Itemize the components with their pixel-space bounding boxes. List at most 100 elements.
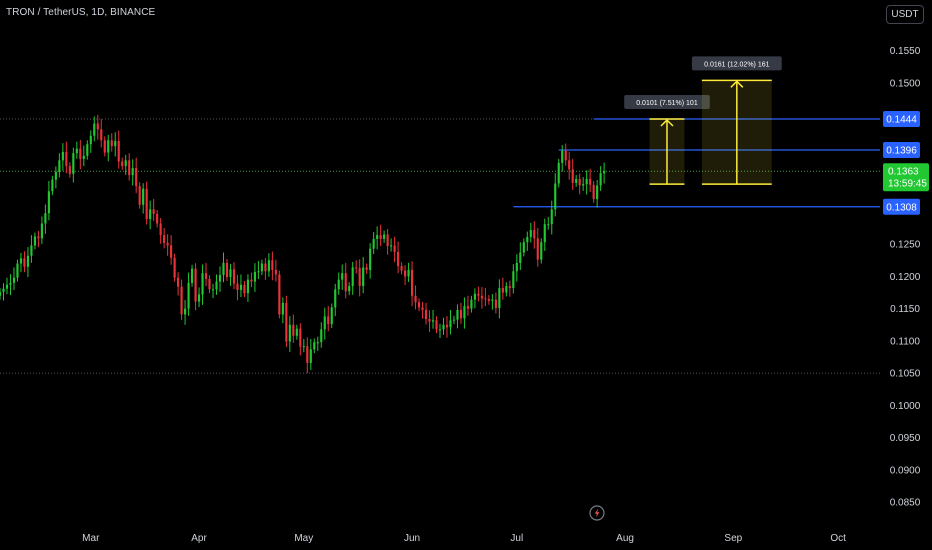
candle <box>365 263 368 274</box>
candle <box>337 272 340 295</box>
level-tag-label: 0.1444 <box>886 115 917 126</box>
candle-body <box>135 168 138 187</box>
candle-body <box>100 129 103 141</box>
candle <box>400 262 403 275</box>
candle-body <box>603 171 606 174</box>
candle-body <box>26 255 30 267</box>
candle-body <box>44 213 47 224</box>
candle <box>114 132 117 157</box>
candle <box>215 274 218 295</box>
price-tick-label: 0.0850 <box>890 498 921 509</box>
price-tick-label: 0.1200 <box>890 272 921 283</box>
candle-body <box>82 155 85 160</box>
candle <box>473 288 477 309</box>
candle-body <box>236 283 239 290</box>
current-price-tag <box>883 163 929 192</box>
candle-body <box>397 251 400 267</box>
candle <box>505 282 508 297</box>
price-range-measure-0[interactable]: 0.0101 (7.51%) 101 <box>624 95 710 185</box>
candle <box>236 274 239 301</box>
candle <box>383 230 386 243</box>
candle-body <box>341 273 344 280</box>
candle <box>316 336 319 351</box>
candle-body <box>320 329 323 343</box>
candle <box>218 266 222 292</box>
candle-body <box>295 328 298 336</box>
price-range-measure-1[interactable]: 0.0161 (12.02%) 161 <box>691 56 782 185</box>
symbol-title: TRON / TetherUS, 1D, BINANCE <box>6 7 156 18</box>
candle <box>508 280 511 297</box>
candle <box>0 288 2 300</box>
candle <box>344 262 347 299</box>
candle-body <box>218 275 222 282</box>
candle <box>323 307 326 340</box>
candle-body <box>589 179 592 185</box>
candle <box>463 297 466 329</box>
candle-body <box>508 286 511 289</box>
candle <box>466 295 470 316</box>
candle <box>145 181 148 225</box>
candle-body <box>278 274 281 315</box>
candle <box>93 116 96 142</box>
candle-body <box>33 236 37 246</box>
candle-body <box>477 293 480 296</box>
level-tag <box>883 141 920 158</box>
candle-body <box>302 346 305 348</box>
candle <box>403 265 407 286</box>
time-tick-label: Apr <box>191 533 207 544</box>
candle-body <box>337 279 340 290</box>
candle <box>529 222 532 243</box>
candle-body <box>197 294 201 302</box>
candle <box>37 230 40 248</box>
candle <box>540 238 543 264</box>
candle-body <box>561 150 564 163</box>
candle <box>222 252 225 283</box>
candle <box>533 221 536 249</box>
candle-body <box>393 245 396 252</box>
candle-body <box>487 298 490 301</box>
measure-arrow-head <box>660 118 674 127</box>
candle <box>183 299 187 325</box>
candle <box>456 304 459 329</box>
lightning-icon[interactable] <box>589 505 605 521</box>
current-price-label: 0.1363 <box>888 166 919 177</box>
candle <box>89 130 92 153</box>
candle <box>278 270 281 319</box>
candle-body <box>292 324 295 336</box>
currency-button[interactable]: USDT <box>886 5 924 24</box>
candle <box>417 298 421 312</box>
price-range-measures[interactable]: 0.0101 (7.51%) 101 0.0161 (12.02%) 161 <box>624 56 782 185</box>
candle <box>484 288 487 307</box>
candle-body <box>264 263 267 272</box>
candle-body <box>61 151 64 161</box>
candle-body <box>281 302 284 315</box>
candle <box>103 136 106 157</box>
candle-body <box>208 279 211 290</box>
candle <box>501 277 504 300</box>
candle <box>9 274 12 296</box>
candle <box>40 216 43 244</box>
candle <box>5 277 9 295</box>
price-tick-label: 0.1150 <box>890 304 920 315</box>
price-axis[interactable]: 0.1550 0.1500 0.1250 0.1200 0.1150 0.1100 0.10… <box>890 46 921 509</box>
candle <box>397 241 400 274</box>
candle <box>96 114 99 140</box>
candle-body <box>512 271 515 289</box>
candle-body <box>257 271 260 273</box>
candle-body <box>480 295 483 299</box>
candle-body <box>596 185 599 200</box>
candle <box>253 263 257 292</box>
candle <box>288 316 291 352</box>
price-tick-label: 0.1050 <box>890 369 921 380</box>
time-tick-label: Mar <box>82 533 100 544</box>
candle-body <box>365 267 368 270</box>
candle-body <box>58 160 61 172</box>
candle-body <box>491 299 494 301</box>
candle-body <box>533 229 536 239</box>
candle <box>585 170 588 195</box>
candle-body <box>431 320 435 322</box>
candle <box>239 274 243 298</box>
time-axis[interactable]: Mar Apr May Jun Jul Aug Sep Oct <box>82 533 846 544</box>
